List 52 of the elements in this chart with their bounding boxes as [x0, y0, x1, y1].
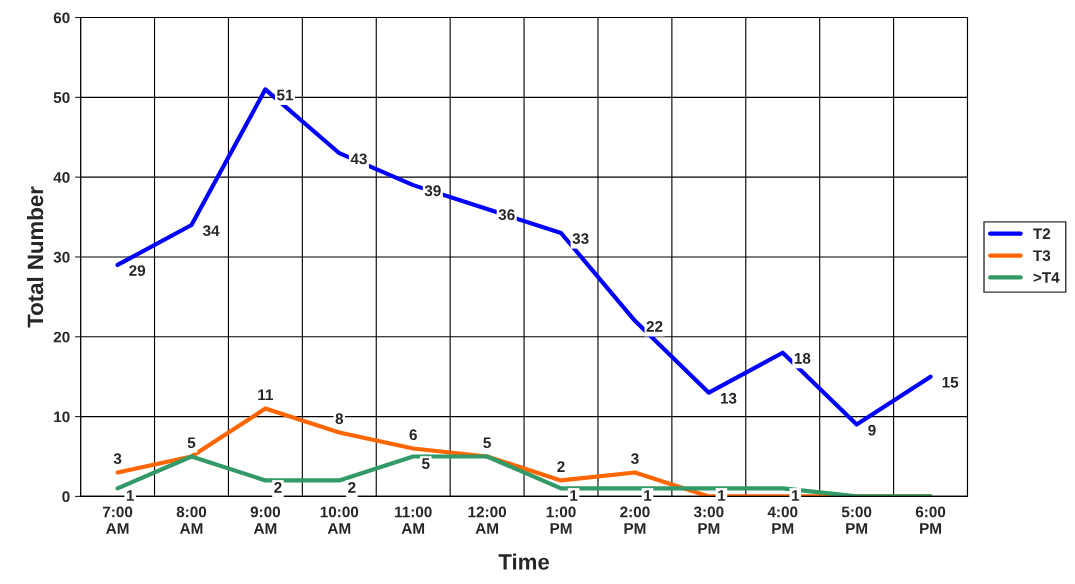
data-label: 1 [718, 490, 726, 501]
data-label: 51 [276, 89, 294, 101]
data-label: 2 [274, 482, 282, 493]
legend-label: >T4 [1033, 272, 1060, 283]
data-label: 11 [258, 389, 274, 401]
data-label: 6 [409, 429, 417, 441]
y-tick-label: 10 [54, 411, 70, 423]
y-tick-label: 0 [62, 491, 70, 503]
x-tick-label: 12:00 AM [468, 506, 507, 534]
data-label: 15 [942, 377, 959, 388]
data-label: 1 [792, 490, 800, 501]
y-tick-label: 60 [53, 12, 70, 24]
data-label: 9 [868, 424, 876, 436]
data-label: 13 [720, 392, 737, 404]
data-label: 36 [498, 209, 515, 221]
data-label: 33 [572, 233, 589, 245]
y-axis-title: Total Number [26, 186, 44, 328]
legend-label: T3 [1033, 250, 1051, 262]
x-tick-label: 11:00 AM [395, 506, 432, 534]
data-label: 1 [644, 490, 652, 501]
x-axis-title: Time [498, 553, 550, 570]
x-tick-label: 4:00 PM [767, 506, 798, 534]
x-tick-label: 1:00 PM [546, 506, 576, 534]
y-tick-label: 40 [53, 172, 70, 183]
x-tick-label: 5:00 PM [841, 506, 872, 534]
data-label: 8 [335, 413, 344, 425]
data-label: 2 [348, 482, 356, 493]
x-tick-label: 6:00 PM [915, 506, 946, 534]
data-label: 43 [350, 153, 367, 165]
data-label: 2 [557, 461, 565, 472]
data-label: 3 [631, 453, 639, 465]
data-label: 5 [187, 437, 196, 449]
data-label: 1 [570, 490, 578, 501]
x-tick-label: 9:00 AM [250, 506, 281, 534]
data-label: 1 [126, 490, 134, 501]
x-tick-label: 8:00 AM [176, 506, 207, 534]
data-label: 5 [422, 458, 430, 469]
data-label: 3 [113, 453, 122, 465]
x-tick-label: 7:00 AM [102, 506, 133, 534]
y-tick-label: 30 [53, 251, 70, 263]
data-label: 18 [794, 352, 811, 364]
x-tick-label: 10:00 AM [320, 506, 359, 534]
data-label: 39 [424, 185, 441, 197]
data-label: 34 [202, 225, 220, 237]
x-tick-label: 3:00 PM [693, 506, 724, 534]
y-tick-label: 20 [53, 331, 70, 343]
data-label: 5 [483, 437, 491, 449]
data-label: 29 [129, 265, 146, 276]
legend-label: T2 [1033, 228, 1051, 240]
y-tick-label: 50 [53, 92, 70, 104]
x-tick-label: 2:00 PM [620, 506, 650, 534]
data-label: 22 [646, 321, 663, 332]
